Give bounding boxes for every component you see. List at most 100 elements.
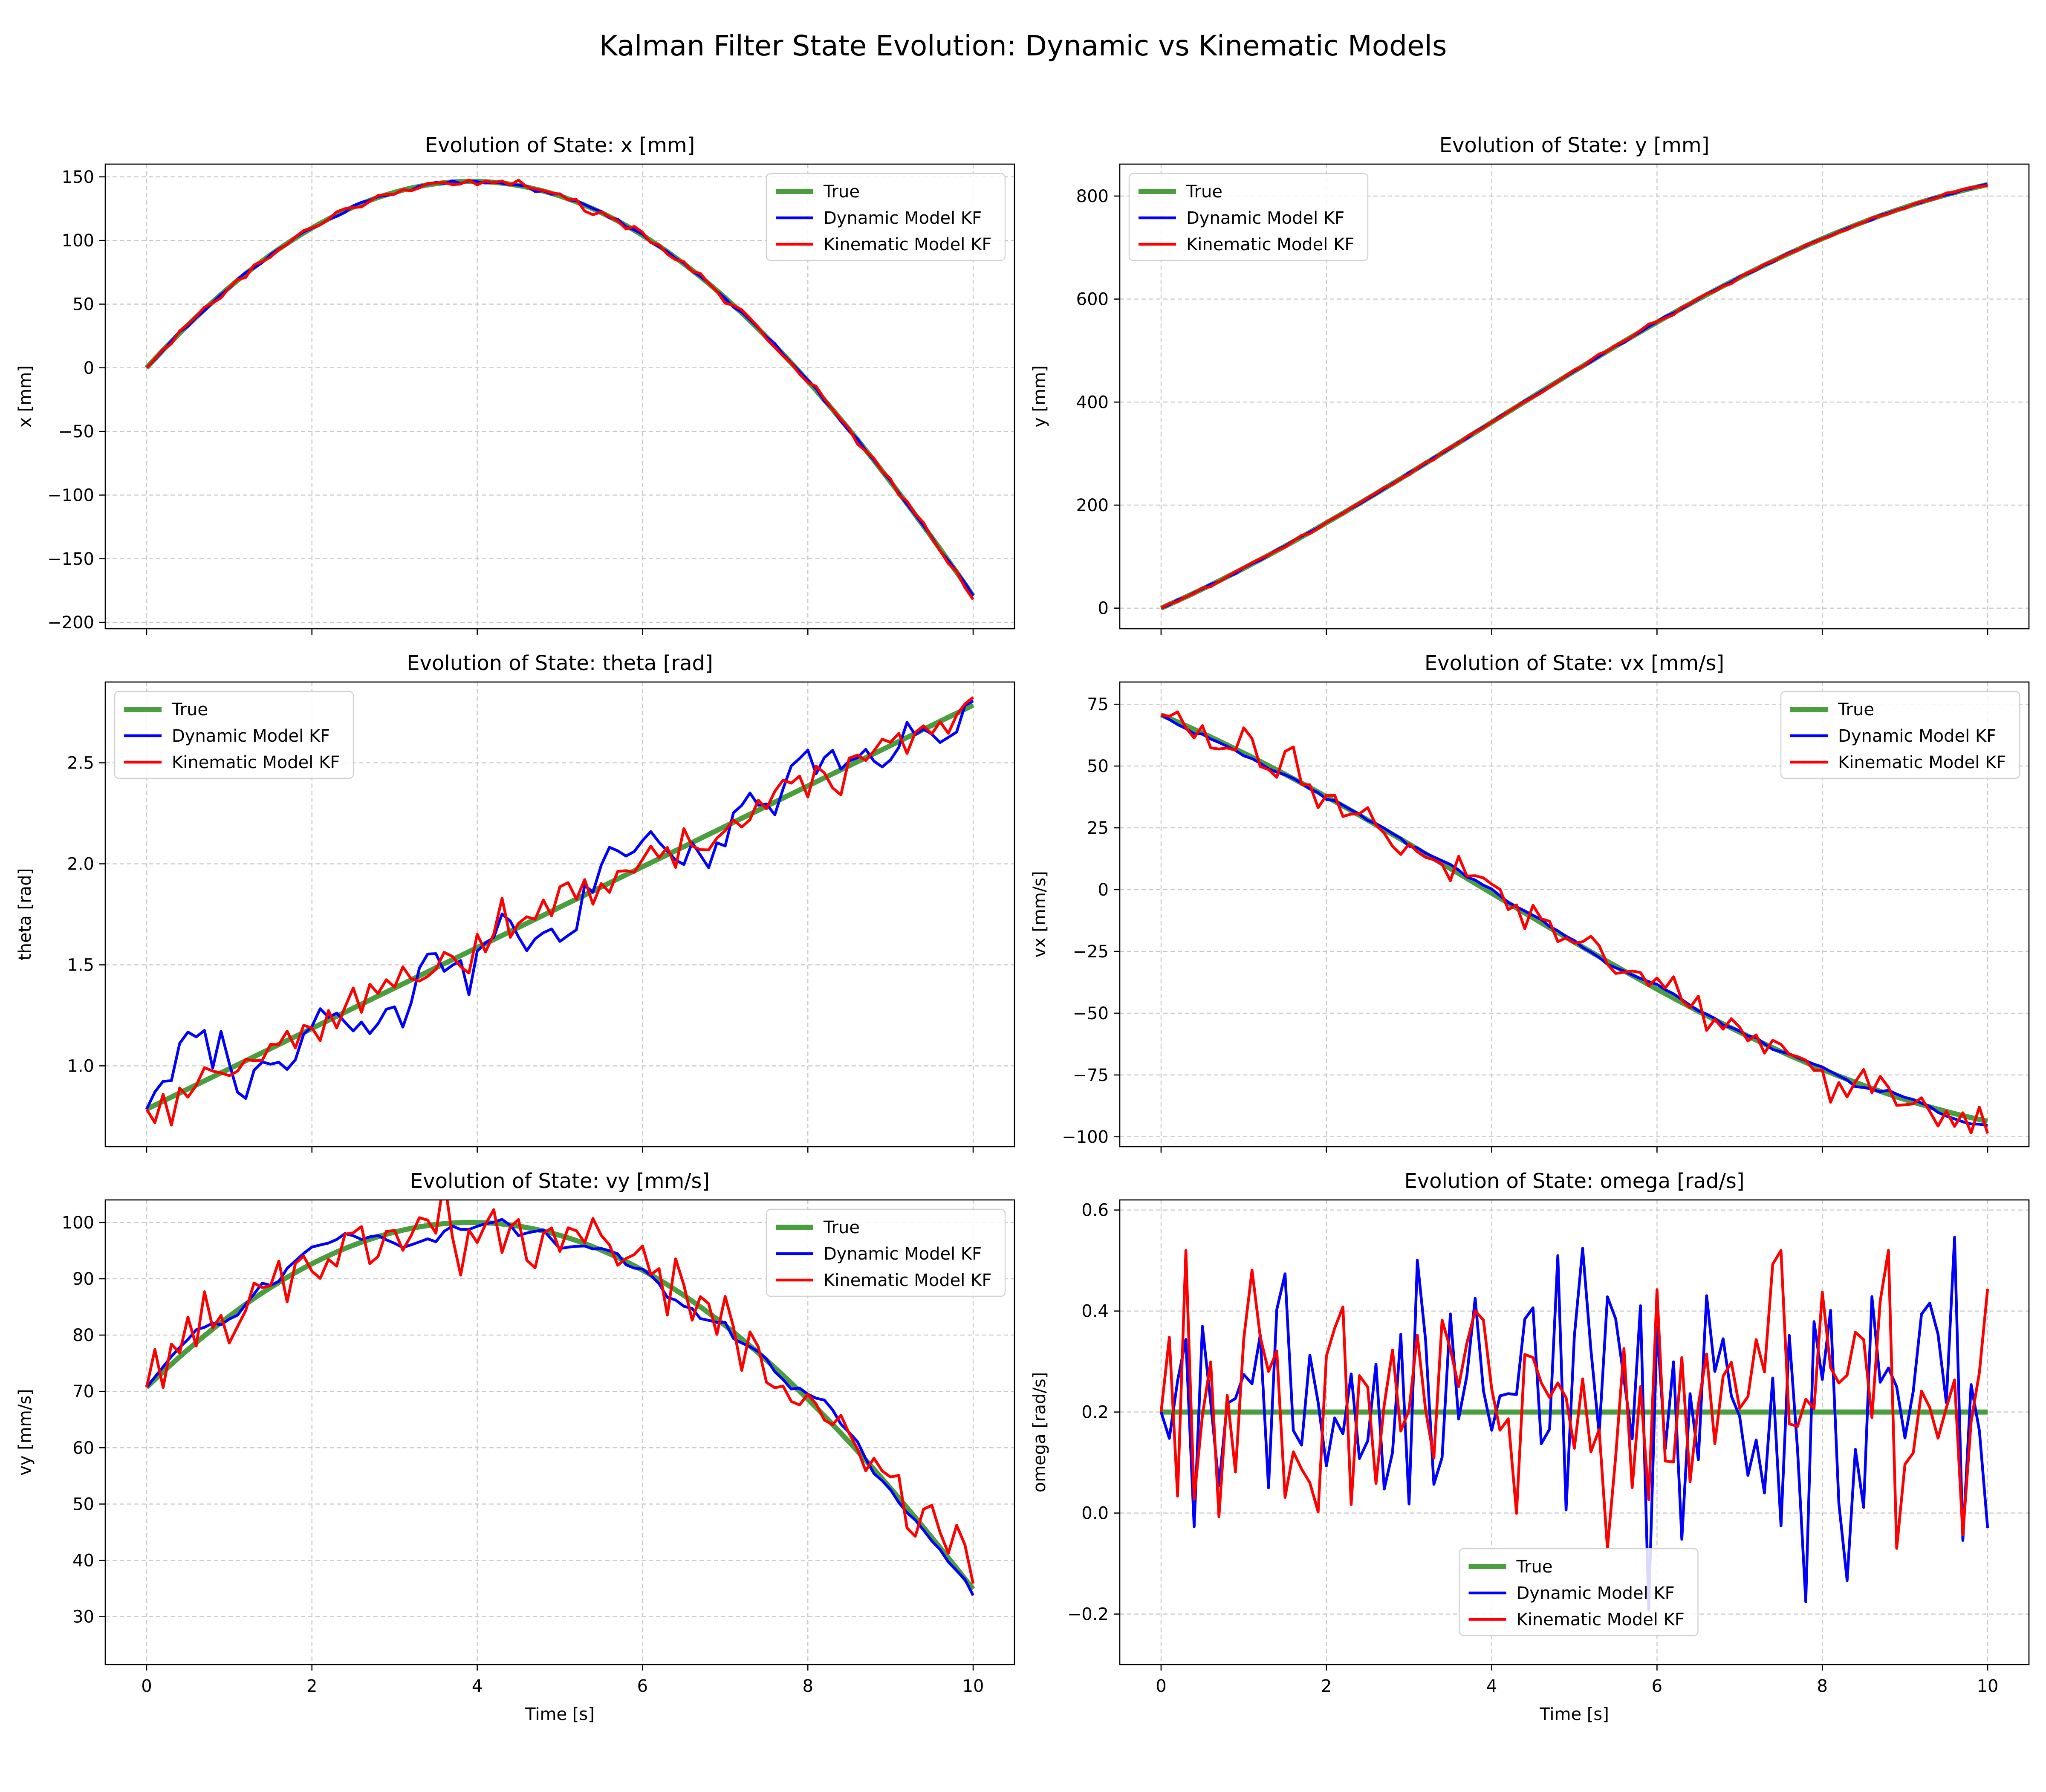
- legend-label-dynamic: Dynamic Model KF: [824, 208, 982, 228]
- legend: True Dynamic Model KF Kinematic Model KF: [766, 1208, 1006, 1297]
- y-axis-label: theta [rad]: [15, 868, 35, 960]
- legend-box: [766, 1208, 1006, 1297]
- legend: True Dynamic Model KF Kinematic Model KF: [766, 173, 1006, 261]
- y-axis-label: vx [mm/s]: [1030, 871, 1049, 958]
- subplot-title: Evolution of State: vx [mm/s]: [1425, 651, 1724, 675]
- y-tick-label: −100: [47, 486, 94, 505]
- series-line-true: [144, 1220, 975, 1591]
- series-line-kinematic: [1161, 710, 1989, 1135]
- y-axis-label: vy [mm/s]: [15, 1389, 35, 1476]
- y-tick-label: 90: [72, 1269, 94, 1289]
- y-tick-label: 1.5: [67, 955, 94, 975]
- y-tick-label: 150: [62, 168, 94, 187]
- y-tick-label: 0: [84, 358, 94, 378]
- x-tick-label: 6: [637, 1676, 648, 1696]
- x-tick-label: 8: [803, 1676, 813, 1696]
- subplot-title: Evolution of State: x [mm]: [425, 133, 695, 157]
- legend-box: [766, 173, 1006, 261]
- legend-label-kinematic: Kinematic Model KF: [824, 1271, 991, 1290]
- x-axis-label: Time [s]: [525, 1705, 595, 1724]
- subplot-vy: 0 2 4 6 8 10 30 40 50 60 70 80 90 100 Evolution of Sta…: [15, 1169, 1015, 1724]
- series-line-kinematic: [145, 1200, 975, 1584]
- subplot-title: Evolution of State: vy [mm/s]: [410, 1169, 710, 1193]
- y-tick-label: 1.0: [67, 1056, 94, 1076]
- y-tick-label: 50: [72, 1494, 94, 1514]
- series-line-dynamic: [1160, 714, 1988, 1127]
- series-group: [1159, 1236, 1989, 1612]
- subplot-vx: −100 −75 −50 −25 0 25 50 75 Evolution of State: …: [1030, 651, 2030, 1153]
- y-tick-label: 70: [72, 1382, 94, 1402]
- legend-label-true: True: [1838, 700, 1874, 720]
- y-tick-label: 60: [72, 1438, 94, 1458]
- series-line-true: [145, 702, 974, 1112]
- x-tick-label: 8: [1817, 1676, 1828, 1696]
- legend-box: [1780, 691, 2020, 779]
- y-axis-label: x [mm]: [15, 365, 35, 428]
- y-tick-label: 0.2: [1081, 1403, 1109, 1422]
- figure-title: Kalman Filter State Evolution: Dynamic v…: [599, 29, 1447, 62]
- x-tick-label: 0: [1156, 1676, 1166, 1696]
- x-tick-label: 2: [306, 1676, 317, 1696]
- legend-label-kinematic: Kinematic Model KF: [1186, 235, 1354, 254]
- legend-label-kinematic: Kinematic Model KF: [1838, 753, 2006, 772]
- series-group: [145, 696, 974, 1127]
- axes-frame: [104, 163, 1015, 630]
- axes-frame: [104, 1199, 1015, 1665]
- series-line-kinematic: [1160, 184, 1988, 610]
- series-line-kinematic: [145, 179, 974, 600]
- y-tick-label: 0: [1098, 880, 1109, 900]
- x-tick-label: 2: [1321, 1676, 1332, 1696]
- x-axis-label: Time [s]: [1539, 1705, 1609, 1724]
- y-tick-label: 200: [1076, 496, 1109, 515]
- y-tick-label: 0.4: [1081, 1302, 1109, 1321]
- y-tick-label: 800: [1076, 187, 1109, 206]
- series-group: [144, 179, 975, 600]
- y-axis-label: omega [rad/s]: [1030, 1372, 1049, 1493]
- x-tick-label: 0: [141, 1676, 152, 1696]
- y-tick-label: 25: [1087, 818, 1109, 838]
- subplot-title: Evolution of State: omega [rad/s]: [1404, 1169, 1744, 1193]
- legend-label-dynamic: Dynamic Model KF: [172, 726, 330, 746]
- y-tick-label: 100: [62, 1213, 94, 1233]
- legend-label-true: True: [823, 1218, 860, 1237]
- series-group: [1160, 182, 1988, 611]
- y-tick-label: 2.5: [67, 754, 94, 773]
- legend-label-true: True: [823, 182, 860, 202]
- legend-label-kinematic: Kinematic Model KF: [1517, 1610, 1685, 1630]
- y-tick-label: −50: [58, 422, 94, 442]
- y-tick-label: 100: [62, 231, 94, 251]
- y-tick-label: −25: [1073, 942, 1109, 962]
- series-line-dynamic: [1159, 1236, 1989, 1612]
- legend-label-true: True: [1186, 182, 1222, 202]
- axes-frame: [1119, 163, 2030, 630]
- legend-label-dynamic: Dynamic Model KF: [1186, 208, 1344, 228]
- legend-label-dynamic: Dynamic Model KF: [824, 1244, 982, 1264]
- series-line-kinematic: [145, 696, 974, 1127]
- y-tick-label: −0.2: [1067, 1605, 1109, 1624]
- y-tick-label: −150: [47, 549, 94, 569]
- y-tick-label: 2.0: [67, 855, 94, 874]
- x-tick-label: 10: [1977, 1676, 1999, 1696]
- series-line-dynamic: [145, 699, 974, 1110]
- y-tick-label: 400: [1076, 393, 1109, 412]
- axes-frame: [1119, 681, 2030, 1147]
- series-line-kinematic: [1159, 1249, 1989, 1550]
- y-tick-label: −75: [1073, 1066, 1109, 1085]
- series-group: [144, 1200, 975, 1596]
- legend-label-true: True: [171, 700, 208, 720]
- y-tick-label: 40: [72, 1551, 94, 1571]
- x-tick-label: 6: [1652, 1676, 1662, 1696]
- y-tick-label: 80: [72, 1326, 94, 1345]
- subplot-y: 0 200 400 600 800 Evolution of State: y [mm] y…: [1030, 133, 2030, 635]
- y-tick-label: 0.0: [1081, 1504, 1109, 1523]
- legend: True Dynamic Model KF Kinematic Model KF: [1780, 691, 2020, 779]
- legend: True Dynamic Model KF Kinematic Model KF: [1459, 1548, 1699, 1636]
- x-tick-label: 4: [1486, 1676, 1497, 1696]
- legend: True Dynamic Model KF Kinematic Model KF: [1128, 173, 1369, 261]
- legend-label-kinematic: Kinematic Model KF: [824, 235, 991, 254]
- y-tick-label: 0: [1098, 599, 1109, 619]
- legend: True Dynamic Model KF Kinematic Model KF: [114, 691, 354, 779]
- subplot-title: Evolution of State: y [mm]: [1439, 133, 1710, 157]
